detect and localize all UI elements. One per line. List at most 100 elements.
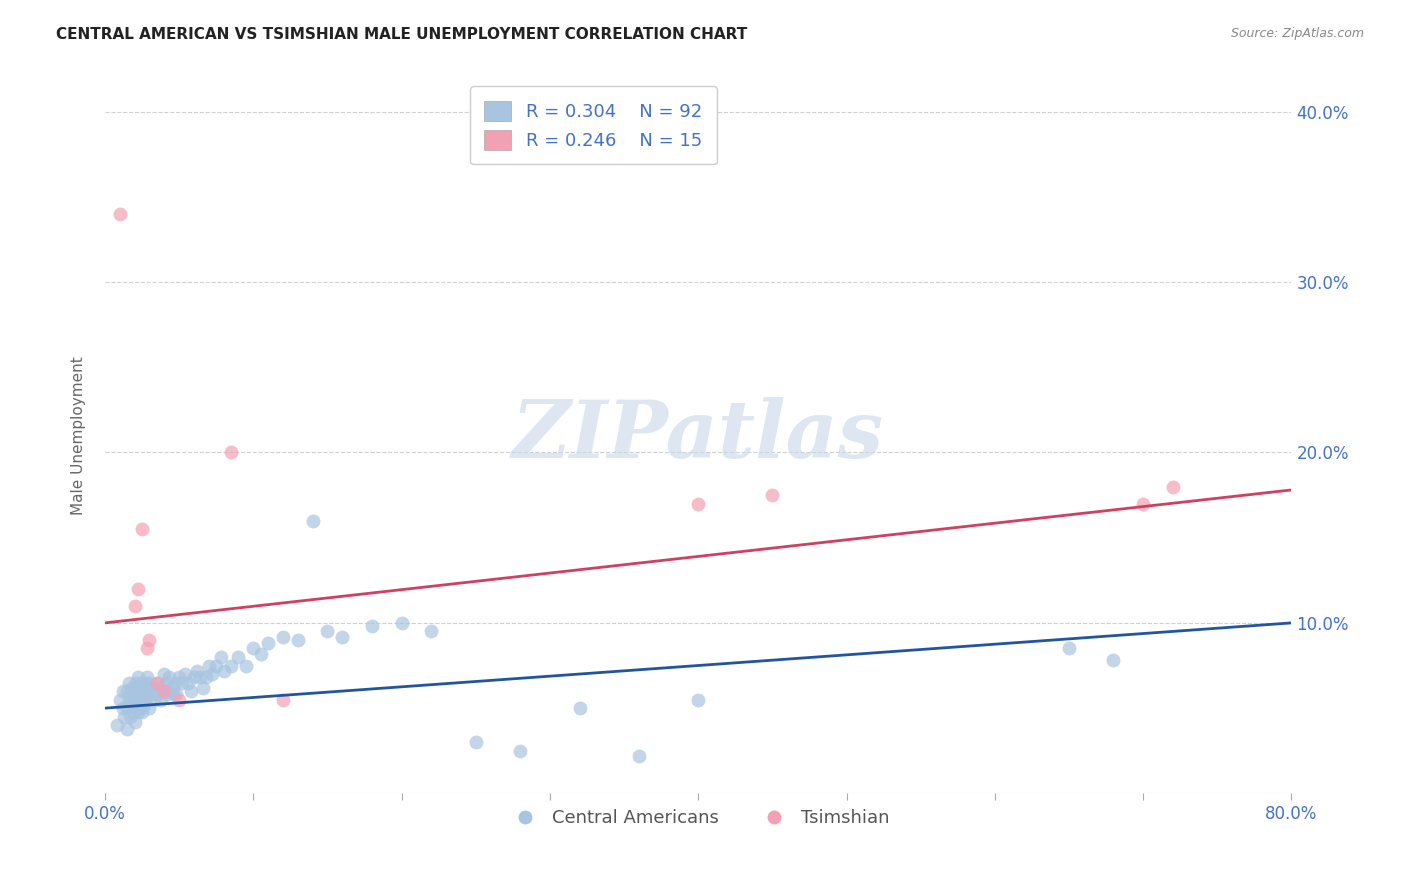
Point: [108, 692, 131, 706]
Point: [242, 641, 264, 656]
Point: [132, 681, 155, 695]
Point: [191, 681, 214, 695]
Point: [568, 701, 591, 715]
Point: [138, 675, 160, 690]
Legend: Central Americans, Tsimshian: Central Americans, Tsimshian: [501, 802, 897, 834]
Point: [1057, 641, 1080, 656]
Point: [131, 684, 153, 698]
Point: [105, 718, 128, 732]
Point: [124, 681, 146, 695]
Point: [128, 701, 150, 715]
Point: [127, 688, 149, 702]
Point: [165, 688, 187, 702]
Point: [111, 701, 134, 715]
Point: [391, 615, 413, 630]
Point: [141, 681, 163, 695]
Point: [115, 684, 138, 698]
Point: [761, 488, 783, 502]
Point: [235, 658, 257, 673]
Point: [122, 705, 145, 719]
Point: [219, 445, 242, 459]
Point: [148, 688, 170, 702]
Point: [186, 664, 208, 678]
Point: [183, 670, 205, 684]
Point: [209, 650, 232, 665]
Point: [201, 667, 224, 681]
Point: [128, 681, 150, 695]
Point: [627, 748, 650, 763]
Point: [149, 681, 172, 695]
Point: [153, 684, 176, 698]
Point: [219, 658, 242, 673]
Point: [194, 670, 217, 684]
Point: [156, 688, 179, 702]
Point: [205, 658, 228, 673]
Point: [131, 522, 153, 536]
Y-axis label: Male Unemployment: Male Unemployment: [72, 356, 86, 515]
Point: [509, 744, 531, 758]
Point: [136, 684, 159, 698]
Point: [115, 701, 138, 715]
Point: [138, 632, 160, 647]
Point: [287, 632, 309, 647]
Point: [228, 650, 250, 665]
Point: [167, 692, 190, 706]
Text: Source: ZipAtlas.com: Source: ZipAtlas.com: [1230, 27, 1364, 40]
Point: [271, 692, 294, 706]
Point: [249, 647, 271, 661]
Point: [118, 692, 141, 706]
Point: [420, 624, 443, 639]
Point: [153, 684, 176, 698]
Point: [330, 630, 353, 644]
Point: [1161, 479, 1184, 493]
Point: [132, 698, 155, 712]
Point: [127, 582, 149, 596]
Text: ZIPatlas: ZIPatlas: [512, 397, 884, 475]
Point: [180, 684, 202, 698]
Point: [125, 692, 148, 706]
Point: [146, 675, 169, 690]
Point: [162, 688, 184, 702]
Point: [121, 681, 143, 695]
Point: [150, 692, 173, 706]
Point: [120, 688, 142, 702]
Point: [127, 670, 149, 684]
Point: [121, 698, 143, 712]
Point: [112, 709, 135, 723]
Point: [115, 722, 138, 736]
Point: [464, 735, 486, 749]
Point: [135, 641, 157, 656]
Point: [139, 688, 162, 702]
Point: [134, 675, 156, 690]
Point: [163, 675, 186, 690]
Point: [257, 636, 280, 650]
Point: [129, 692, 152, 706]
Text: CENTRAL AMERICAN VS TSIMSHIAN MALE UNEMPLOYMENT CORRELATION CHART: CENTRAL AMERICAN VS TSIMSHIAN MALE UNEMP…: [56, 27, 748, 42]
Point: [271, 630, 294, 644]
Point: [125, 675, 148, 690]
Point: [361, 619, 384, 633]
Point: [155, 675, 177, 690]
Point: [177, 675, 200, 690]
Point: [124, 599, 146, 613]
Point: [129, 675, 152, 690]
Point: [1132, 497, 1154, 511]
Point: [127, 705, 149, 719]
Point: [146, 675, 169, 690]
Point: [316, 624, 339, 639]
Point: [301, 514, 323, 528]
Point: [124, 714, 146, 729]
Point: [135, 688, 157, 702]
Point: [122, 688, 145, 702]
Point: [131, 705, 153, 719]
Point: [153, 667, 176, 681]
Point: [120, 709, 142, 723]
Point: [124, 698, 146, 712]
Point: [188, 670, 211, 684]
Point: [167, 670, 190, 684]
Point: [135, 670, 157, 684]
Point: [212, 664, 235, 678]
Point: [118, 675, 141, 690]
Point: [145, 684, 167, 698]
Point: [108, 207, 131, 221]
